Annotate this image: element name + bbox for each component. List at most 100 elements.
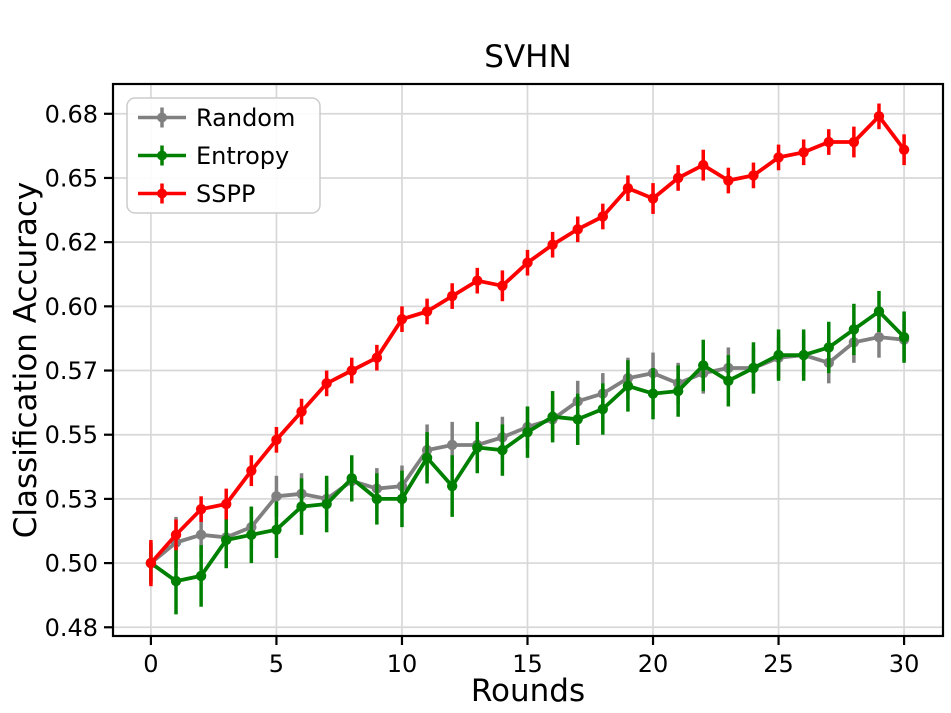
data-point-marker [472, 442, 483, 453]
series-layer [145, 103, 910, 615]
legend-label: SSPP [196, 180, 255, 208]
y-axis-label: Classification Accuracy [8, 182, 44, 539]
data-point-marker [195, 570, 207, 582]
data-point-marker [446, 480, 458, 492]
data-point-marker [246, 465, 257, 476]
data-point-marker [522, 426, 533, 438]
x-tick-label: 5 [269, 650, 284, 678]
data-point-marker [346, 473, 357, 484]
y-tick-label: 0.62 [45, 229, 98, 257]
data-point-marker [798, 147, 809, 158]
y-tick-label: 0.57 [45, 357, 98, 385]
y-tick-label: 0.68 [45, 100, 98, 128]
data-point-marker [597, 403, 609, 415]
axes-layer: 0.48 0.50 0.53 0.55 0.57 0.60 0.62 0.65 0.68 0 5 10… [45, 82, 945, 678]
data-point-marker [346, 365, 357, 376]
data-point-marker [572, 224, 583, 235]
legend-label: Random [196, 104, 295, 132]
data-point-marker [472, 275, 483, 286]
data-point-marker [748, 362, 759, 374]
x-axis-label: Rounds [471, 673, 585, 709]
data-point-marker [622, 183, 634, 194]
data-point-marker [698, 159, 709, 171]
x-tick-label: 20 [638, 650, 669, 678]
x-tick-label: 0 [143, 650, 158, 678]
data-point-marker [195, 503, 207, 515]
data-point-marker [647, 388, 659, 399]
data-point-marker [547, 411, 558, 422]
data-point-marker [170, 529, 182, 541]
data-point-marker [371, 493, 383, 505]
data-point-marker [271, 434, 282, 446]
data-point-marker [823, 342, 834, 353]
data-point-marker [823, 136, 834, 148]
data-point-marker [672, 385, 684, 397]
y-tick-label: 0.60 [45, 293, 98, 321]
legend-label: Entropy [196, 142, 289, 170]
legend-marker-sample [157, 150, 167, 161]
data-point-marker [396, 313, 408, 325]
data-point-marker [873, 111, 885, 122]
data-point-marker [195, 529, 207, 541]
data-point-marker [572, 414, 583, 425]
data-point-marker [672, 172, 684, 184]
data-point-marker [321, 498, 332, 510]
data-point-marker [773, 152, 784, 163]
y-tick-label: 0.53 [45, 485, 98, 513]
data-point-marker [622, 380, 634, 392]
data-point-marker [873, 331, 885, 343]
data-point-marker [497, 444, 508, 456]
data-point-marker [698, 360, 709, 371]
series-entropy [145, 290, 910, 615]
data-point-marker [497, 280, 508, 292]
data-point-marker [396, 493, 408, 505]
data-point-marker [221, 498, 232, 510]
legend-entry-sspp: SSPP [138, 180, 255, 208]
data-point-marker [170, 575, 182, 587]
y-tick-label: 0.48 [45, 614, 98, 642]
data-point-marker [371, 352, 383, 363]
data-point-marker [221, 534, 232, 546]
data-point-marker [446, 290, 458, 302]
data-point-marker [723, 375, 734, 386]
data-point-marker [145, 557, 157, 569]
legend-entry-random: Random [138, 104, 295, 132]
data-point-marker [873, 306, 885, 317]
data-point-marker [296, 406, 307, 417]
data-point-marker [522, 257, 533, 268]
data-point-marker [271, 524, 282, 535]
data-point-marker [798, 349, 809, 361]
legend: Random Entropy SSPP [126, 97, 321, 214]
data-point-marker [296, 501, 307, 512]
legend-box [126, 97, 321, 214]
series-sspp [145, 103, 910, 587]
data-point-marker [321, 378, 332, 389]
legend-marker-sample [157, 112, 167, 123]
legend-marker-sample [157, 188, 167, 199]
y-tick-label: 0.55 [45, 421, 98, 449]
data-point-marker [446, 439, 458, 451]
data-point-marker [848, 136, 860, 148]
data-point-marker [597, 211, 609, 222]
data-point-marker [647, 193, 659, 204]
data-point-marker [421, 306, 433, 317]
data-point-marker [898, 331, 910, 343]
data-point-marker [848, 324, 860, 335]
x-tick-label: 30 [889, 650, 920, 678]
x-tick-label: 25 [763, 650, 794, 678]
data-point-marker [246, 529, 257, 541]
y-tick-label: 0.65 [45, 164, 98, 192]
data-point-marker [748, 170, 759, 181]
chart-title: SVHN [484, 39, 571, 75]
y-tick-label: 0.50 [45, 550, 98, 578]
data-point-marker [898, 144, 910, 155]
data-point-marker [773, 349, 784, 361]
data-point-marker [421, 452, 433, 464]
x-tick-label: 10 [387, 650, 418, 678]
x-tick-label: 15 [512, 650, 543, 678]
data-point-marker [723, 175, 734, 186]
data-point-marker [547, 239, 558, 250]
data-point-marker [271, 491, 282, 502]
